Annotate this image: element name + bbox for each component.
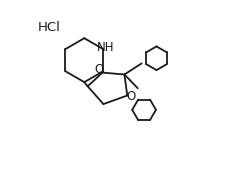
- Text: O: O: [126, 90, 136, 103]
- Text: O: O: [94, 63, 103, 76]
- Text: HCl: HCl: [37, 21, 60, 34]
- Text: NH: NH: [97, 41, 114, 54]
